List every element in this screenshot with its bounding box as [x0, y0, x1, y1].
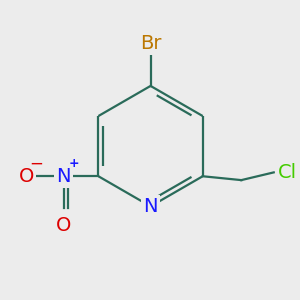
Text: O: O	[56, 216, 71, 236]
Text: Cl: Cl	[278, 163, 297, 182]
Text: N: N	[56, 167, 71, 186]
Text: −: −	[29, 154, 43, 172]
Text: +: +	[68, 158, 79, 170]
Text: Br: Br	[140, 34, 161, 53]
Text: O: O	[19, 167, 34, 186]
Text: N: N	[143, 197, 158, 216]
